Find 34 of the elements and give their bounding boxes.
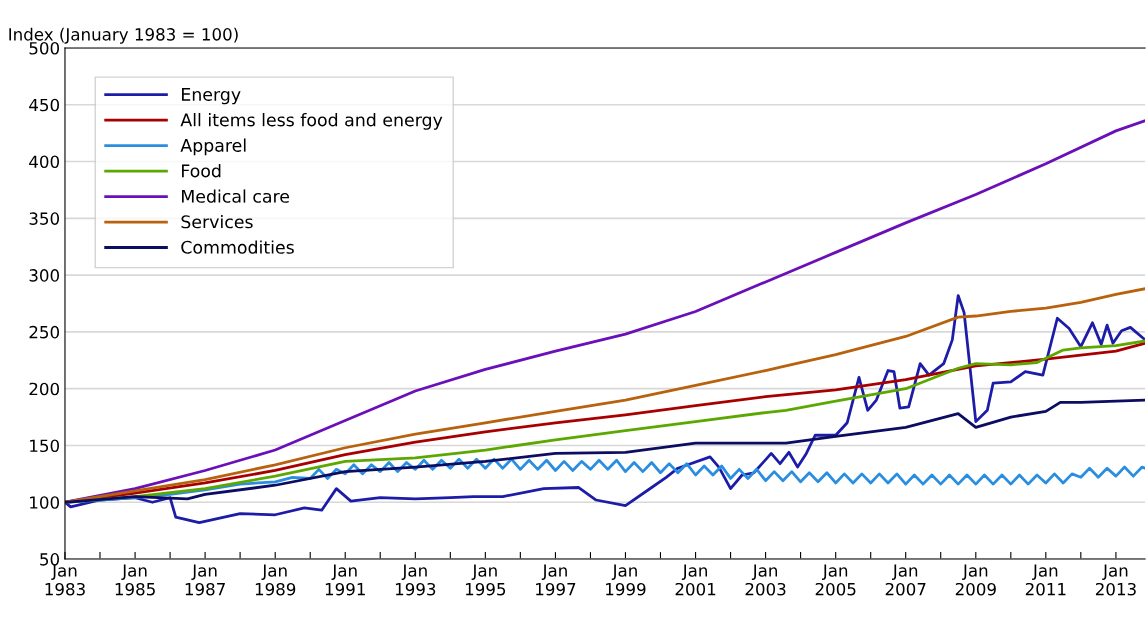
x-tick-label: Jan 1987: [185, 564, 225, 596]
x-tick-label: Jan 1983: [45, 564, 85, 596]
y-tick-label: 250: [29, 325, 60, 339]
legend-label: All items less food and energy: [180, 112, 443, 130]
x-tick-label: Jan 2011: [1025, 564, 1066, 596]
line-series: [64, 398, 1146, 504]
x-tick-label: Jan 2005: [815, 564, 856, 596]
y-tick-label: 300: [29, 269, 60, 282]
x-tick-label: Jan 2001: [675, 564, 716, 596]
legend-label: Energy: [182, 88, 241, 105]
y-tick-label: 400: [29, 155, 60, 169]
y-tick-label: 450: [29, 98, 60, 112]
x-tick-label: Jan 1995: [465, 564, 506, 596]
legend-label: Food: [182, 163, 221, 178]
x-tick-label: Jan 2013: [1095, 564, 1136, 596]
x-tick-label: Jan 2009: [955, 564, 996, 596]
x-tick-label: Jan 1985: [115, 564, 155, 596]
legend-label: Services: [181, 214, 253, 229]
y-tick-label: 50: [40, 553, 60, 566]
y-tick-label: 100: [30, 496, 60, 509]
x-tick-label: Jan 1993: [395, 564, 436, 596]
x-tick-label: Jan 1989: [255, 564, 296, 596]
x-tick-label: Jan 1991: [325, 564, 365, 596]
x-tick-label: Jan 1999: [606, 564, 646, 596]
legend-label: Medical care: [182, 189, 290, 203]
y-tick-label: 200: [29, 382, 60, 396]
legend-label: Commodities: [181, 240, 294, 254]
y-tick-label: 500: [29, 41, 60, 55]
y-tick-label: 350: [29, 212, 60, 225]
x-tick-label: Jan 2003: [745, 564, 786, 596]
y-tick-label: 150: [30, 439, 60, 453]
legend-label: Apparel: [180, 138, 246, 156]
x-tick-label: Jan 2007: [885, 564, 926, 596]
x-tick-label: Jan 1997: [536, 564, 576, 596]
